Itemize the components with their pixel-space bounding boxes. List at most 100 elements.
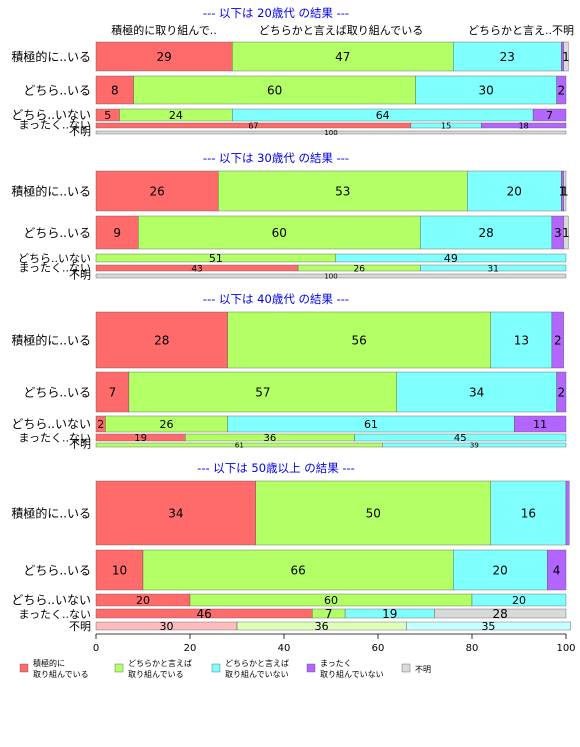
row-label: 積極的に..いる bbox=[11, 49, 91, 64]
legend-label: まったく取り組んでいない bbox=[320, 659, 384, 679]
data-label: 31 bbox=[487, 264, 498, 274]
data-label: 20 bbox=[136, 594, 150, 607]
bar-segment bbox=[514, 415, 567, 433]
data-label: 34 bbox=[168, 506, 183, 520]
data-label: 47 bbox=[335, 50, 350, 64]
bar-row: まったく..ない 19 36 45 bbox=[18, 431, 567, 444]
bar-segment bbox=[227, 311, 492, 369]
data-label: 56 bbox=[352, 333, 367, 347]
data-label: 61 bbox=[235, 442, 244, 450]
row-label: どちら..いない bbox=[18, 252, 91, 265]
legend-item: 不明 bbox=[401, 663, 431, 674]
data-label: 51 bbox=[209, 252, 223, 265]
bar-row: まったく..ない 43 26 31 bbox=[18, 261, 567, 274]
x-tick-label: 0 bbox=[93, 643, 99, 654]
bar-row: 不明 30 36 35 bbox=[69, 620, 571, 633]
bar-segment bbox=[563, 170, 567, 212]
data-label: 26 bbox=[353, 264, 365, 274]
data-label: 29 bbox=[157, 50, 172, 64]
data-label: 19 bbox=[382, 607, 397, 621]
bar-row: 不明 100 bbox=[69, 125, 567, 138]
data-label: 30 bbox=[160, 620, 174, 633]
data-label: 45 bbox=[454, 433, 467, 444]
data-label: 35 bbox=[481, 620, 495, 633]
data-label: 5 bbox=[104, 109, 111, 122]
legend-label: 不明 bbox=[415, 665, 431, 674]
column-header: 不明 bbox=[552, 24, 574, 37]
bar-row: どちら..いない 51 49 bbox=[18, 252, 567, 265]
legend-item: まったく取り組んでいない bbox=[306, 659, 384, 679]
data-label: 67 bbox=[248, 121, 258, 130]
data-label: 28 bbox=[493, 607, 508, 621]
bar-row: どちら..いる 8 60 30 2 bbox=[23, 75, 567, 105]
data-label: 2 bbox=[557, 385, 565, 399]
bar-row: 積極的に..いる 29 47 23 1 bbox=[11, 41, 570, 72]
data-label: 26 bbox=[149, 184, 164, 198]
bar-segment bbox=[551, 311, 564, 369]
bar-segment bbox=[406, 621, 571, 631]
bar-segment bbox=[415, 75, 557, 105]
bar-segment bbox=[95, 130, 567, 135]
bar-segment bbox=[556, 371, 567, 413]
row-label: どちら..いる bbox=[23, 386, 91, 400]
data-label: 28 bbox=[154, 333, 169, 347]
legend: 積極的に取り組んでいる どちらかと言えば取り組んでいる どちらかと言えば取り組んでい… bbox=[19, 658, 431, 679]
bar-segment bbox=[95, 170, 219, 212]
bar-segment bbox=[95, 273, 567, 279]
data-label: 53 bbox=[335, 184, 350, 198]
row-label: まったく..ない bbox=[18, 431, 91, 444]
data-label: 43 bbox=[191, 264, 202, 274]
column-header: 積極的に取り組んで.. bbox=[111, 23, 216, 37]
data-label: 36 bbox=[264, 433, 277, 444]
x-axis: 0 20 40 60 80 100 bbox=[93, 633, 576, 654]
bar-segment bbox=[563, 41, 569, 72]
data-label: 26 bbox=[160, 418, 174, 431]
legend-label: どちらかと言えば取り組んでいる bbox=[128, 658, 192, 679]
data-label: 46 bbox=[196, 607, 211, 621]
bar-row: どちら..いない 20 60 20 bbox=[11, 593, 567, 607]
panel-4: --- 以下は 50歳以上 の結果 --- 積極的に..いる 34 50 16 どちら..… bbox=[11, 461, 571, 633]
bar-segment bbox=[95, 311, 228, 369]
bar-segment bbox=[95, 215, 139, 250]
bar-segment bbox=[95, 480, 257, 546]
bar-segment bbox=[232, 41, 454, 72]
x-tick-label: 60 bbox=[372, 643, 385, 654]
data-label: 57 bbox=[255, 385, 270, 399]
bar-segment bbox=[354, 433, 567, 442]
data-label: 13 bbox=[514, 333, 529, 347]
row-label: まったく..ない bbox=[18, 261, 91, 274]
data-label: 100 bbox=[324, 273, 337, 281]
data-label: 30 bbox=[478, 83, 493, 97]
data-label: 1 bbox=[561, 184, 569, 198]
bar-segment bbox=[95, 41, 233, 72]
data-label: 60 bbox=[324, 594, 338, 607]
bar-segment bbox=[490, 480, 567, 546]
bar-segment bbox=[453, 41, 562, 72]
row-label: どちら..いない bbox=[11, 593, 91, 607]
legend-swatch bbox=[211, 663, 221, 673]
bar-segment bbox=[532, 108, 567, 122]
row-label: どちら..いる bbox=[23, 226, 91, 240]
panel-3: --- 以下は 40歳代 の結果 ---積極的に..いる 28 56 13 2どちら..… bbox=[11, 292, 567, 451]
bar-segment bbox=[434, 608, 567, 619]
row-label: 不明 bbox=[69, 269, 91, 282]
bar-row: まったく..ない 67 15 18 bbox=[18, 119, 567, 132]
row-label: 積極的に..いる bbox=[11, 506, 91, 521]
panel-title: --- 以下は 40歳代 の結果 --- bbox=[203, 292, 349, 306]
bar-row: 積極的に..いる 34 50 16 bbox=[11, 480, 570, 546]
row-label: 積極的に..いる bbox=[11, 184, 91, 199]
data-label: 18 bbox=[519, 121, 529, 130]
data-label: 100 bbox=[324, 129, 337, 137]
bar-segment bbox=[481, 122, 567, 129]
data-label: 60 bbox=[272, 226, 287, 240]
data-label: 15 bbox=[441, 121, 451, 130]
x-tick-label: 80 bbox=[466, 643, 479, 654]
legend-label: どちらかと言えば取り組んでいない bbox=[225, 658, 289, 679]
legend-item: どちらかと言えば取り組んでいない bbox=[211, 658, 289, 679]
data-label: 24 bbox=[169, 109, 183, 122]
panel-1: --- 以下は 20歳代 の結果 --- 積極的に..いる 29 47 23 1 どちら..… bbox=[11, 6, 569, 138]
bar-row: どちら..いる 9 60 28 3 1 bbox=[23, 215, 570, 250]
data-label: 3 bbox=[554, 226, 562, 240]
data-label: 8 bbox=[111, 83, 119, 97]
data-label: 10 bbox=[112, 563, 127, 577]
